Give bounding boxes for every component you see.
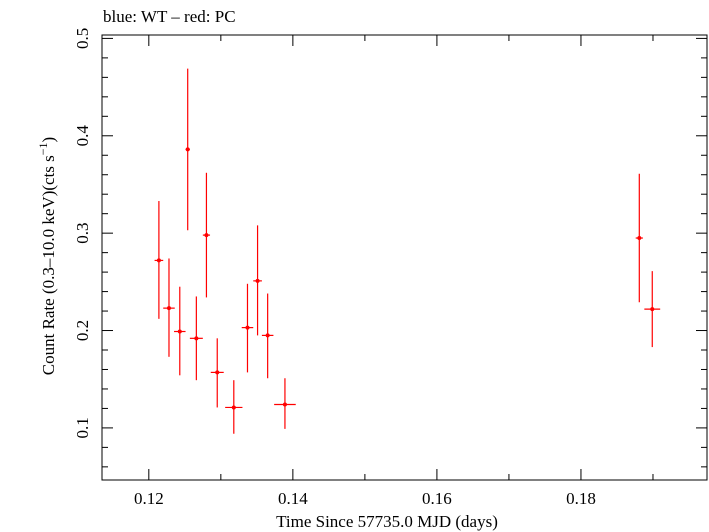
data-marker <box>265 333 270 338</box>
x-tick-label: 0.18 <box>566 489 596 508</box>
data-marker <box>650 307 655 312</box>
x-tick-label: 0.16 <box>422 489 452 508</box>
data-marker <box>245 325 250 330</box>
y-tick-label: 0.5 <box>73 28 92 49</box>
y-axis-title-main: Count Rate (0.3–10.0 keV)(cts s <box>39 155 58 375</box>
x-axis-title: Time Since 57735.0 MJD (days) <box>276 512 498 531</box>
data-point <box>163 258 175 357</box>
data-point <box>261 293 274 379</box>
data-marker <box>215 370 220 375</box>
data-marker <box>185 147 190 152</box>
data-point <box>225 380 243 434</box>
y-tick-label: 0.1 <box>73 417 92 438</box>
data-marker <box>194 336 199 341</box>
data-point <box>274 378 296 429</box>
y-axis-title-superscript: −1 <box>36 142 50 155</box>
data-marker <box>231 405 236 410</box>
y-tick-label: 0.2 <box>73 320 92 341</box>
data-marker <box>282 402 287 407</box>
data-marker <box>204 233 209 238</box>
y-axis-title: Count Rate (0.3–10.0 keV)(cts s−1) <box>36 137 58 375</box>
data-point <box>210 338 224 408</box>
x-tick-label: 0.14 <box>278 489 308 508</box>
data-point <box>174 286 186 376</box>
y-tick-label: 0.3 <box>73 223 92 244</box>
data-marker <box>637 236 642 241</box>
data-point <box>185 68 190 231</box>
chart-title: blue: WT – red: PC <box>103 7 236 26</box>
data-points <box>154 68 661 434</box>
data-marker <box>166 306 171 311</box>
data-point <box>644 271 661 348</box>
data-marker <box>255 278 260 283</box>
data-point <box>635 173 643 303</box>
data-point <box>241 283 254 373</box>
y-axis-title-close: ) <box>39 137 58 143</box>
data-point <box>253 225 262 336</box>
plot-frame <box>101 34 708 481</box>
data-marker <box>177 329 182 334</box>
data-point <box>189 296 203 381</box>
y-tick-label: 0.4 <box>73 125 92 147</box>
data-point <box>202 172 211 298</box>
data-marker <box>156 258 161 263</box>
axis-ticks: 0.12 0.14 0.16 0.18 0.1 0.2 0.3 0.4 0.5 <box>73 28 707 508</box>
x-tick-label: 0.12 <box>134 489 164 508</box>
data-point <box>154 201 164 319</box>
